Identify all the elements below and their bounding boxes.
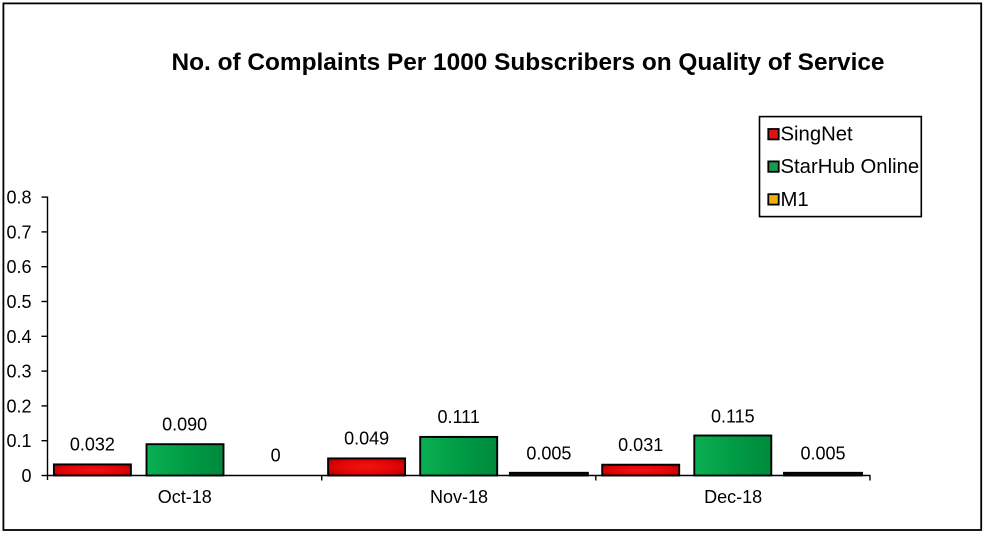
svg-text:StarHub Online: StarHub Online	[781, 156, 920, 178]
svg-text:0.090: 0.090	[162, 414, 207, 434]
svg-text:SingNet: SingNet	[781, 124, 854, 146]
svg-text:0.6: 0.6	[6, 257, 31, 277]
svg-text:M1: M1	[781, 189, 809, 211]
svg-text:0.7: 0.7	[6, 222, 31, 242]
svg-text:0.049: 0.049	[344, 429, 389, 449]
svg-text:0.3: 0.3	[6, 362, 31, 382]
svg-text:0.005: 0.005	[526, 444, 571, 464]
svg-text:0: 0	[271, 445, 281, 465]
svg-text:0.5: 0.5	[6, 292, 31, 312]
svg-text:Dec-18: Dec-18	[704, 487, 762, 507]
svg-text:0.8: 0.8	[6, 188, 31, 208]
svg-text:No. of Complaints Per 1000 Sub: No. of Complaints Per 1000 Subscribers o…	[172, 49, 885, 76]
svg-text:0.032: 0.032	[70, 435, 115, 455]
svg-text:0.115: 0.115	[711, 406, 755, 426]
svg-text:Nov-18: Nov-18	[430, 487, 488, 507]
svg-text:0.4: 0.4	[6, 327, 31, 347]
svg-text:0.1: 0.1	[6, 431, 31, 451]
svg-text:Oct-18: Oct-18	[158, 487, 212, 507]
svg-text:0.005: 0.005	[800, 444, 845, 464]
svg-text:0: 0	[21, 466, 31, 486]
svg-text:0.031: 0.031	[618, 435, 663, 455]
svg-text:0.111: 0.111	[438, 407, 480, 427]
svg-text:0.2: 0.2	[6, 396, 31, 416]
